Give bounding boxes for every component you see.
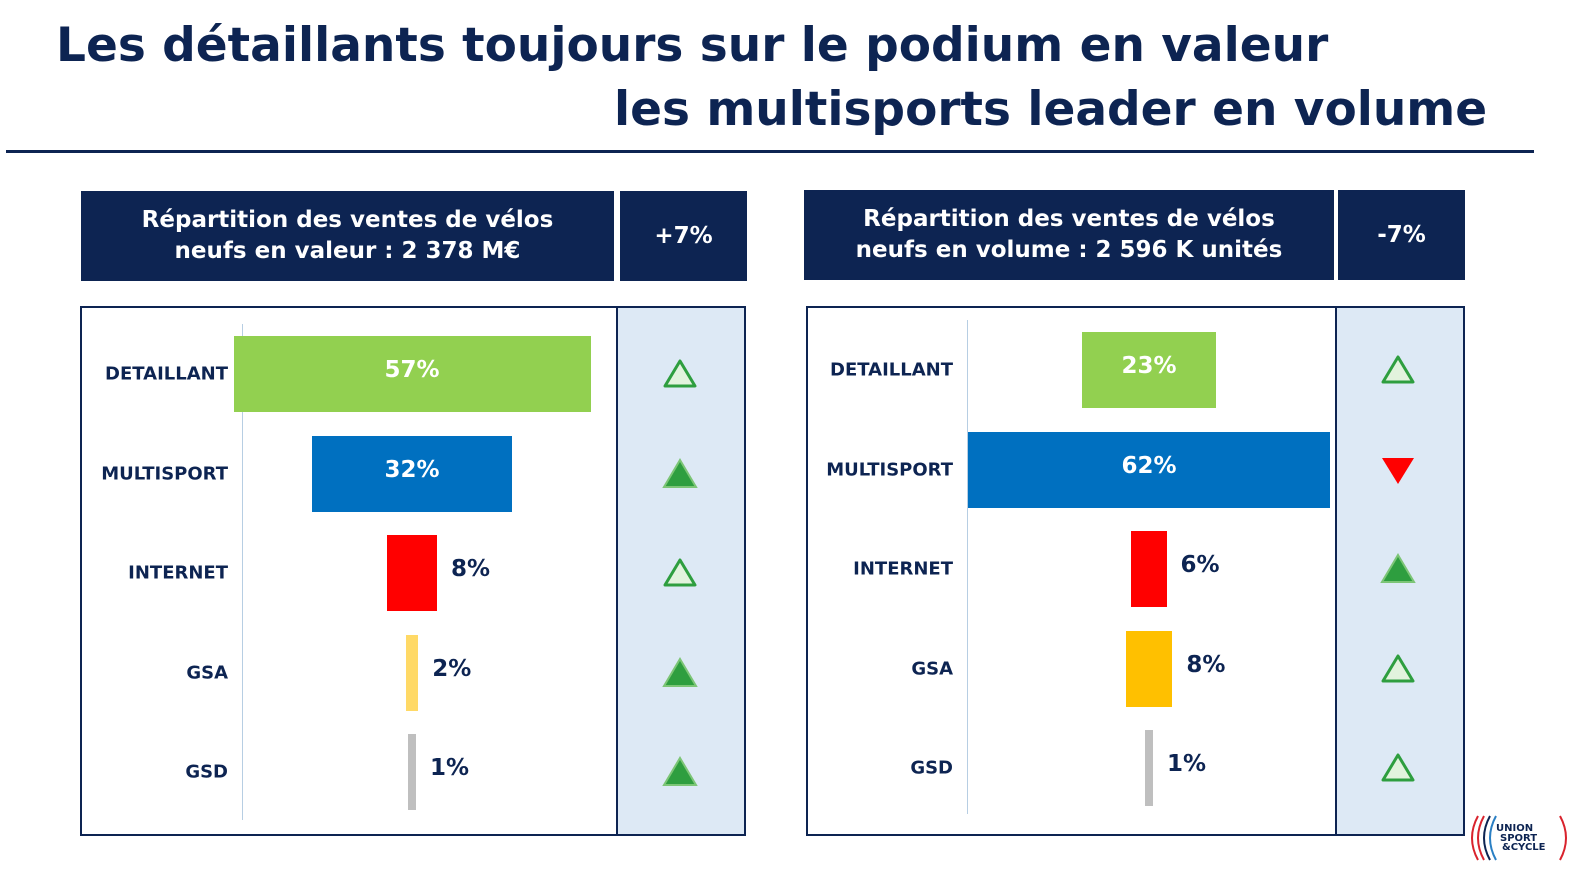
value-label-gsa: 8% [1186,651,1226,678]
page-title-line-2: les multisports leader en volume [614,82,1488,137]
chart-title-line-1: Répartition des ventes de vélos [141,207,554,233]
value-label-detaillant: 57% [384,357,440,383]
category-label-gsd: GSD [185,761,228,783]
trend-down-icon-multisport [1382,457,1414,484]
chart-header-volume: Répartition des ventes de vélos neufs en… [804,190,1334,280]
total-change-value: +7% [620,191,747,281]
bar-internet [386,535,438,611]
trend-up-icon-gsa [1381,654,1415,682]
category-label-internet: INTERNET [853,558,953,580]
logo-text-union: UNION [1496,823,1534,834]
trend-up-icon-detaillant [663,359,697,388]
trend-up-icon-gsa [662,656,698,687]
page-title-line-1: Les détaillants toujours sur le podium e… [56,18,1329,73]
bar-detaillant [233,336,591,412]
value-label-multisport: 32% [384,456,440,483]
trend-up-icon-detaillant [1381,355,1415,384]
category-label-detaillant: DETAILLANT [105,363,228,385]
chart-title-line-2: neufs en valeur : 2 378 M€ [174,238,521,264]
category-label-gsa: GSA [911,658,953,679]
trend-up-icon-internet [1380,553,1416,583]
bar-gsa [1125,630,1173,707]
chart-title-line-2: neufs en volume : 2 596 K unités [855,237,1283,263]
value-label-multisport: 62% [1121,452,1177,479]
bar-gsa [405,634,419,711]
chart-frame-value: DETAILLANT 57% MULTISPORT 32% INTERNET 8% GSA 2… [80,306,746,836]
category-axis-line [242,324,243,820]
chart-title-line-1: Répartition des ventes de vélos [863,206,1275,232]
trend-up-icon-internet [663,558,697,587]
logo-arc-right-icon [1559,815,1567,861]
logo-arcs-icon [1471,815,1497,861]
total-change-volume: -7% [1338,190,1465,280]
value-label-gsd: 1% [430,755,470,781]
category-axis-line [967,320,968,814]
category-label-internet: INTERNET [128,562,228,584]
value-label-internet: 6% [1180,552,1220,578]
category-label-detaillant: DETAILLANT [830,359,953,381]
title-divider [6,150,1534,153]
bar-internet [1131,531,1167,607]
chart-frame-volume: DETAILLANT 23% MULTISPORT 62% INTERNET 6% GSA 8… [806,306,1465,836]
union-sport-cycle-logo: UNION SPORT &CYCLE [1464,812,1576,864]
logo-text-sport: SPORT [1500,833,1538,844]
value-label-detaillant: 23% [1121,353,1177,379]
value-label-gsa: 2% [432,655,472,682]
trend-up-icon-gsd [662,756,698,786]
trend-up-icon-multisport [662,457,698,488]
bar-detaillant [1081,332,1217,408]
trend-up-icon-gsd [1381,753,1415,782]
category-label-gsd: GSD [910,757,953,779]
value-label-gsd: 1% [1167,751,1207,777]
category-label-gsa: GSA [186,662,228,683]
category-label-multisport: MULTISPORT [101,463,228,484]
bar-multisport [968,431,1330,508]
category-label-multisport: MULTISPORT [826,459,953,480]
value-label-internet: 8% [451,556,491,582]
logo-text-cycle: &CYCLE [1502,842,1546,853]
chart-header-value: Répartition des ventes de vélos neufs en… [81,191,614,281]
bar-multisport [311,435,513,512]
bar-gsd [408,734,416,810]
bar-gsd [1145,730,1153,806]
